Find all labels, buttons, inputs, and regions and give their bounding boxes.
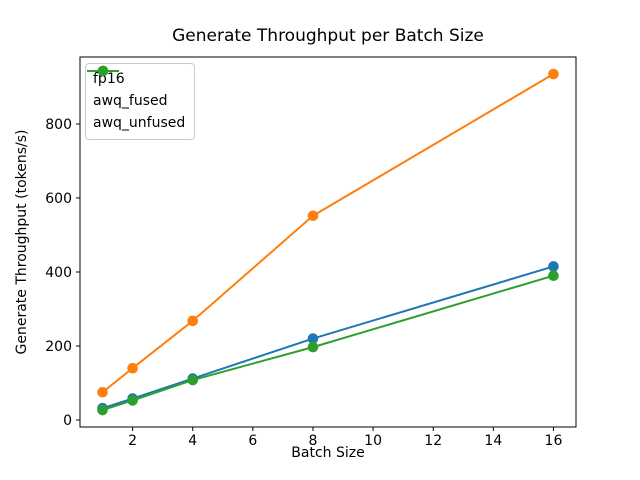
data-point-awq_unfused xyxy=(548,270,559,281)
x-axis-ticks: 2 4 6 8 10 12 14 16 xyxy=(128,427,562,449)
chart-title: Generate Throughput per Batch Size xyxy=(172,26,484,46)
x-axis-label: Batch Size xyxy=(291,445,365,461)
series-awq_unfused xyxy=(97,270,559,416)
plot-border xyxy=(79,56,577,428)
x-tick-label: 2 xyxy=(128,433,137,449)
data-point-awq_fused xyxy=(548,68,559,80)
data-point-awq_unfused xyxy=(97,404,108,416)
legend-label: awq_fused xyxy=(93,93,168,109)
data-point-awq_fused xyxy=(187,315,199,327)
legend: fp16 awq_fused awq_unfused xyxy=(85,63,196,140)
y-tick-label: 200 xyxy=(45,339,72,355)
x-tick-label: 10 xyxy=(364,433,382,449)
legend-sample-marker xyxy=(97,65,109,77)
x-tick-label: 14 xyxy=(484,433,502,449)
series-line-awq_unfused xyxy=(101,274,555,412)
y-axis-label: Generate Throughput (tokens/s) xyxy=(14,129,30,355)
legend-item-awq_fused: awq_fused xyxy=(87,65,185,112)
legend-line-marker-icon xyxy=(87,65,119,77)
x-tick-label: 4 xyxy=(188,433,197,449)
data-point-awq_unfused xyxy=(127,395,138,406)
data-point-awq_unfused xyxy=(307,341,319,353)
legend-item-awq_unfused: awq_unfused xyxy=(87,65,186,134)
data-point-awq_fused xyxy=(307,210,319,222)
legend-label: awq_unfused xyxy=(93,115,186,131)
series-fp16 xyxy=(97,261,559,414)
data-point-fp16 xyxy=(307,333,319,344)
x-tick-label: 6 xyxy=(248,433,257,449)
data-point-awq_fused xyxy=(127,362,138,374)
data-point-fp16 xyxy=(548,261,559,272)
y-tick-label: 800 xyxy=(45,117,72,133)
x-tick-label: 16 xyxy=(545,433,563,449)
x-tick-label: 12 xyxy=(424,433,442,449)
x-tick-label: 8 xyxy=(309,433,318,449)
y-tick-label: 0 xyxy=(63,413,72,429)
y-axis-ticks: 0 200 400 600 800 xyxy=(45,117,80,429)
y-tick-label: 600 xyxy=(45,191,72,207)
series-awq_fused xyxy=(97,68,559,398)
data-point-awq_unfused xyxy=(187,374,199,386)
y-tick-label: 400 xyxy=(45,265,72,281)
data-point-awq_fused xyxy=(97,386,108,398)
